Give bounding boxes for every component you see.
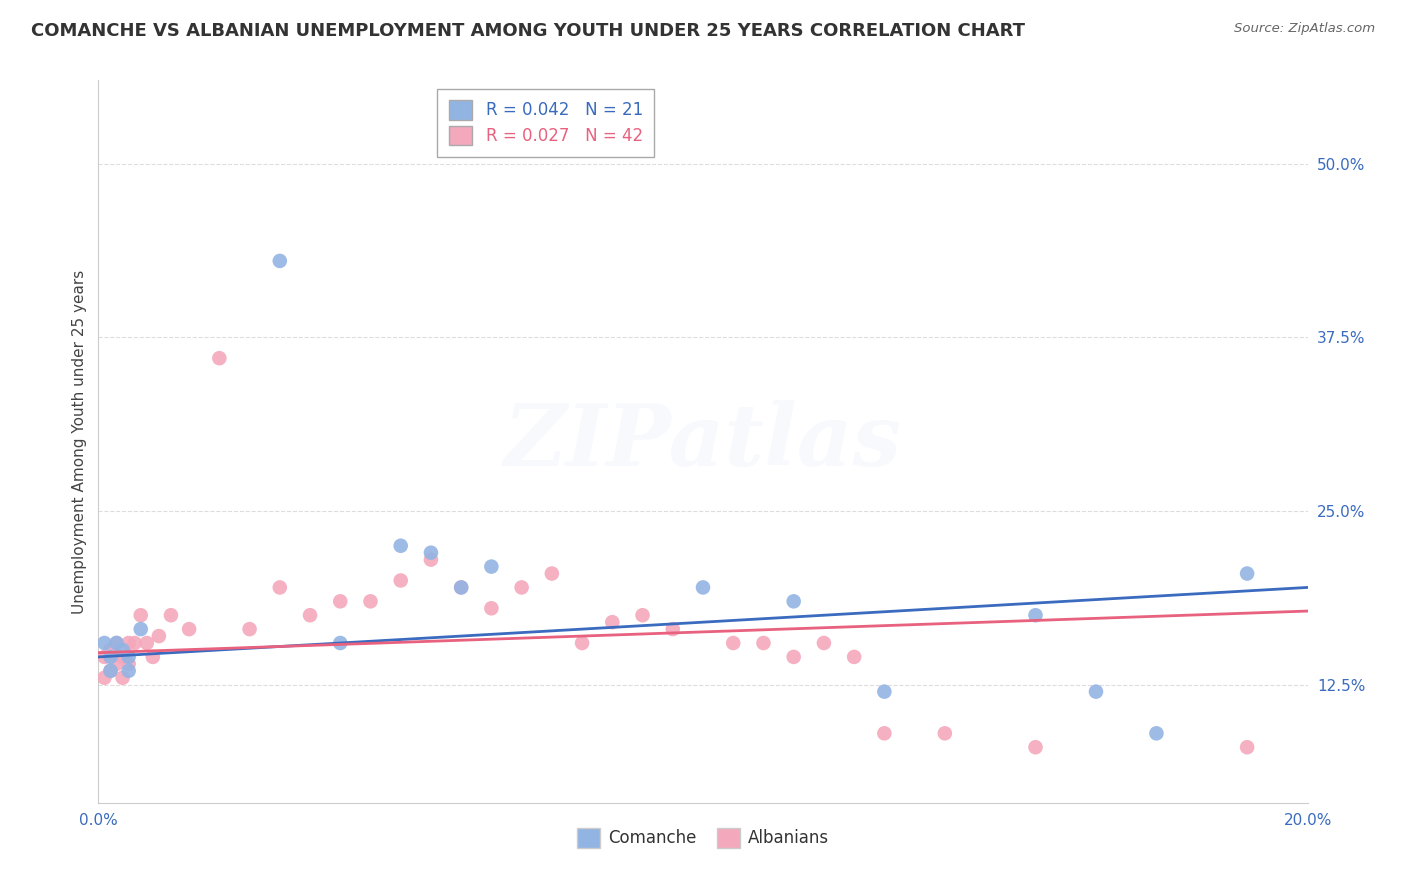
Point	[100, 664, 122, 678]
Point	[129, 622, 152, 636]
Point	[510, 581, 533, 595]
Point	[389, 539, 412, 553]
Point	[100, 649, 122, 664]
Point	[111, 649, 134, 664]
Point	[481, 559, 503, 574]
Point	[571, 636, 593, 650]
Text: Source: ZipAtlas.com: Source: ZipAtlas.com	[1234, 22, 1375, 36]
Point	[329, 636, 352, 650]
Point	[844, 649, 866, 664]
Point	[783, 594, 806, 608]
Point	[105, 636, 128, 650]
Point	[692, 581, 714, 595]
Point	[661, 622, 683, 636]
Point	[118, 649, 141, 664]
Point	[1144, 726, 1167, 740]
Point	[100, 643, 122, 657]
Point	[1024, 608, 1046, 623]
Point	[481, 601, 503, 615]
Point	[1236, 740, 1258, 755]
Point	[1024, 740, 1046, 755]
Point	[105, 636, 128, 650]
Point	[450, 581, 472, 595]
Point	[934, 726, 956, 740]
Point	[269, 253, 291, 268]
Point	[450, 581, 472, 595]
Point	[179, 622, 201, 636]
Point	[329, 594, 352, 608]
Point	[1236, 566, 1258, 581]
Point	[299, 608, 322, 623]
Point	[631, 608, 654, 623]
Point	[873, 726, 896, 740]
Point	[208, 351, 231, 366]
Point	[602, 615, 624, 630]
Point	[783, 649, 806, 664]
Point	[93, 671, 115, 685]
Point	[160, 608, 183, 623]
Point	[93, 636, 115, 650]
Point	[1085, 684, 1108, 698]
Point	[111, 671, 134, 685]
Legend: Comanche, Albanians: Comanche, Albanians	[568, 820, 838, 856]
Point	[752, 636, 775, 650]
Point	[148, 629, 170, 643]
Point	[269, 581, 291, 595]
Text: COMANCHE VS ALBANIAN UNEMPLOYMENT AMONG YOUTH UNDER 25 YEARS CORRELATION CHART: COMANCHE VS ALBANIAN UNEMPLOYMENT AMONG …	[31, 22, 1025, 40]
Point	[389, 574, 412, 588]
Point	[239, 622, 262, 636]
Point	[540, 566, 562, 581]
Point	[105, 657, 128, 671]
Point	[873, 684, 896, 698]
Text: ZIPatlas: ZIPatlas	[503, 400, 903, 483]
Point	[723, 636, 745, 650]
Point	[93, 649, 115, 664]
Point	[813, 636, 835, 650]
Point	[124, 636, 146, 650]
Point	[129, 608, 152, 623]
Point	[135, 636, 157, 650]
Point	[118, 636, 141, 650]
Y-axis label: Unemployment Among Youth under 25 years: Unemployment Among Youth under 25 years	[72, 269, 87, 614]
Point	[360, 594, 382, 608]
Point	[118, 664, 141, 678]
Point	[420, 546, 443, 560]
Point	[142, 649, 165, 664]
Point	[111, 643, 134, 657]
Point	[118, 657, 141, 671]
Point	[420, 552, 443, 566]
Point	[100, 664, 122, 678]
